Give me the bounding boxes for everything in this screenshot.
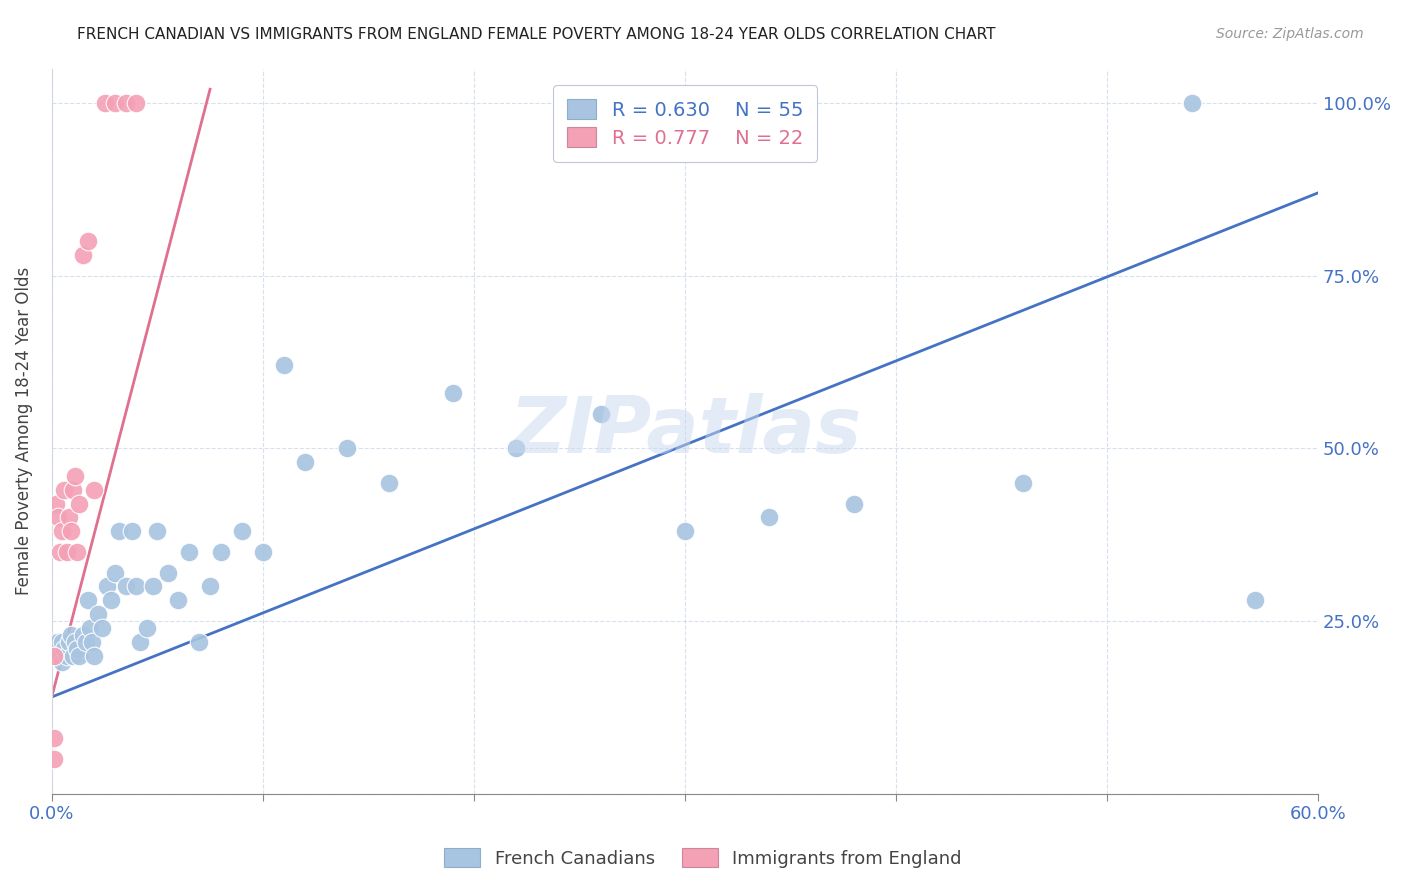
Point [83,483,105,497]
Point [83,648,105,663]
Point [49,545,72,559]
Point [45,497,67,511]
Point [67,497,90,511]
Point [142,579,165,593]
Point [91,621,114,635]
Point [46,634,69,648]
Point [108,524,131,539]
Point [100,593,122,607]
Point [441,386,464,401]
Point [129,634,152,648]
Point [1243,593,1265,607]
Point [53,483,76,497]
Point [42,648,65,663]
Point [59,524,82,539]
Point [53,641,76,656]
Point [758,510,780,524]
Point [336,442,359,456]
Point [209,545,232,559]
Point [49,648,72,663]
Y-axis label: Female Poverty Among 18-24 Year Olds: Female Poverty Among 18-24 Year Olds [15,267,32,595]
Point [252,545,274,559]
Point [673,524,696,539]
Point [42,648,65,663]
Point [58,510,80,524]
Point [72,628,94,642]
Point [46,510,69,524]
Point [135,621,157,635]
Point [66,545,89,559]
Point [62,483,84,497]
Point [125,96,148,111]
Point [79,621,101,635]
Point [55,545,77,559]
Point [114,579,136,593]
Point [51,656,73,670]
Point [114,96,136,111]
Point [188,634,211,648]
Point [42,731,65,746]
Point [146,524,169,539]
Point [125,579,148,593]
Point [177,545,200,559]
Point [63,634,86,648]
Point [76,234,98,248]
Text: FRENCH CANADIAN VS IMMIGRANTS FROM ENGLAND FEMALE POVERTY AMONG 18-24 YEAR OLDS : FRENCH CANADIAN VS IMMIGRANTS FROM ENGLA… [77,27,995,42]
Point [121,524,143,539]
Point [93,96,115,111]
Point [589,407,612,421]
Point [273,359,295,373]
Point [156,566,179,580]
Point [58,634,80,648]
Point [96,579,118,593]
Point [1180,96,1202,111]
Point [505,442,527,456]
Point [231,524,253,539]
Point [75,634,97,648]
Point [59,628,82,642]
Point [167,593,190,607]
Point [80,634,103,648]
Text: ZIPatlas: ZIPatlas [509,393,860,469]
Point [42,752,65,766]
Point [76,593,98,607]
Point [51,524,73,539]
Point [72,248,94,262]
Point [87,607,110,621]
Legend: R = 0.630    N = 55, R = 0.777    N = 22: R = 0.630 N = 55, R = 0.777 N = 22 [553,86,817,161]
Point [842,497,865,511]
Point [55,648,77,663]
Point [104,566,127,580]
Point [51,634,73,648]
Point [378,475,401,490]
Point [45,641,67,656]
Point [63,469,86,483]
Point [294,455,316,469]
Point [104,96,127,111]
Point [198,579,221,593]
Point [66,641,89,656]
Legend: French Canadians, Immigrants from England: French Canadians, Immigrants from Englan… [433,838,973,879]
Point [42,634,65,648]
Point [1011,475,1033,490]
Point [67,648,90,663]
Point [62,648,84,663]
Text: Source: ZipAtlas.com: Source: ZipAtlas.com [1216,27,1364,41]
